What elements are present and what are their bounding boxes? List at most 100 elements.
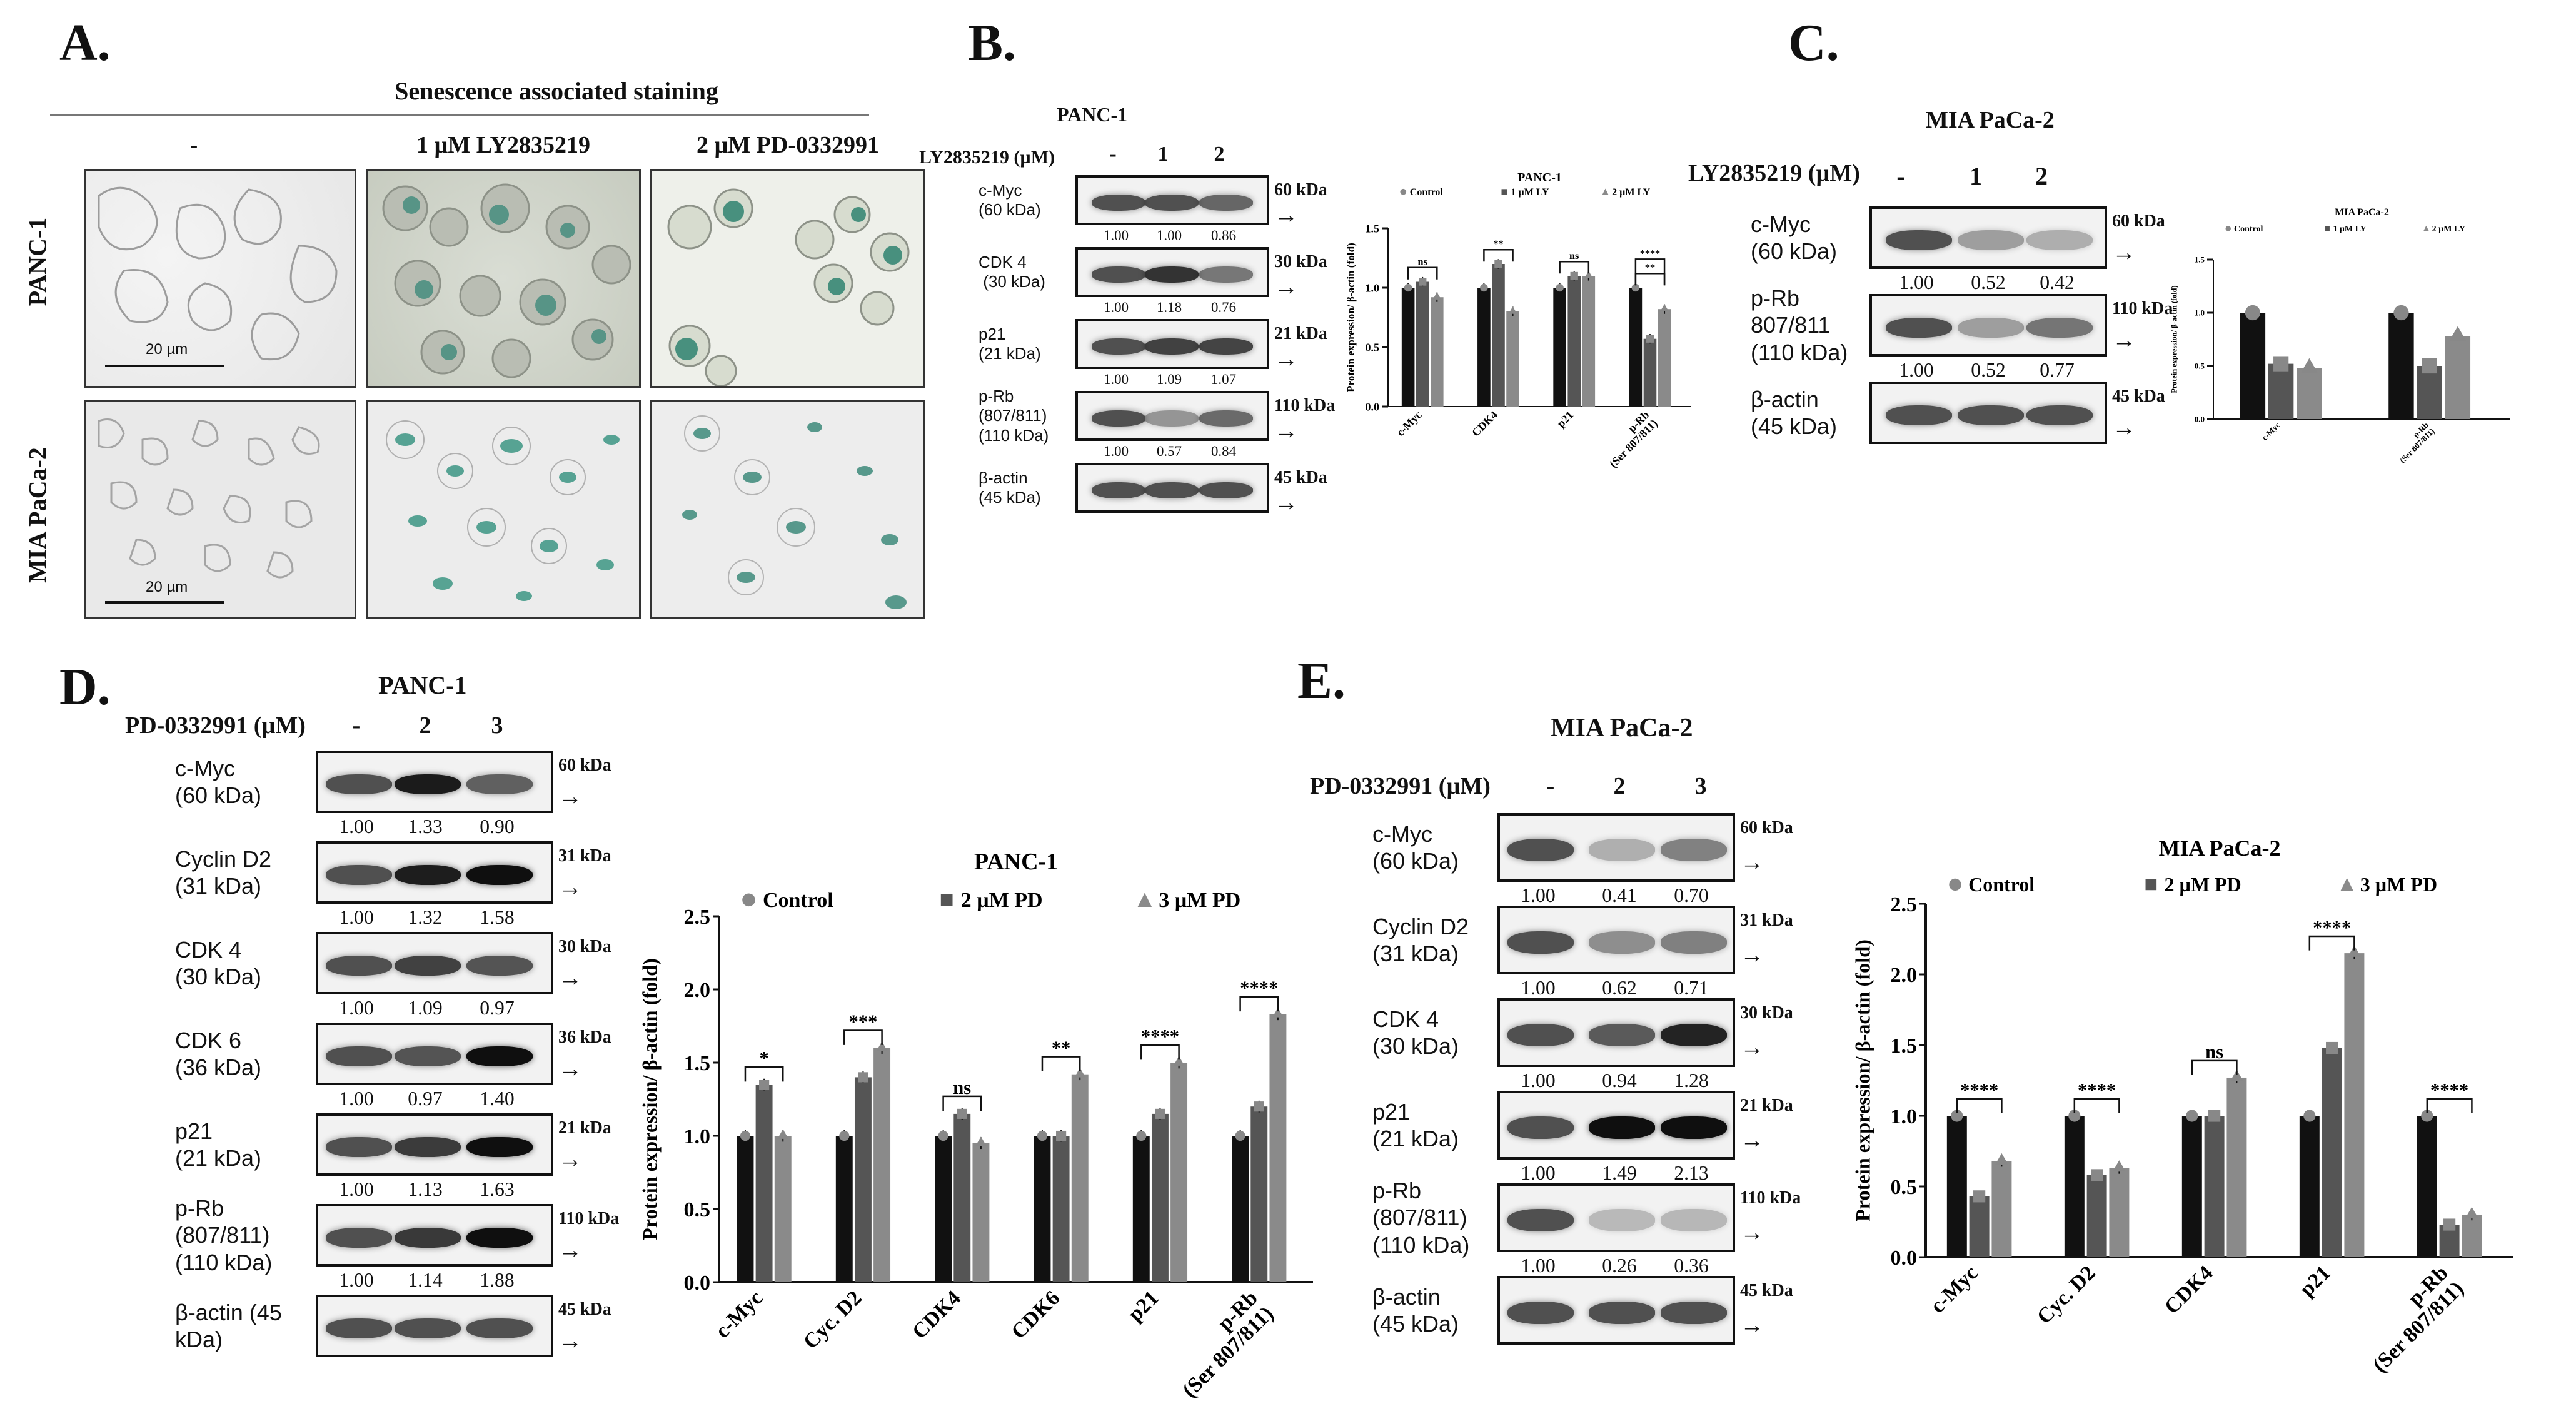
blot-band bbox=[1886, 318, 1952, 338]
blot-arrow-icon: → bbox=[2112, 415, 2136, 441]
panel-label-d: D. bbox=[59, 658, 111, 716]
legend-label: 3 µM PD bbox=[2360, 873, 2437, 896]
blot-protein-label: p-Rb (807/811) (110 kDa) bbox=[979, 387, 1049, 445]
bar bbox=[2322, 1048, 2342, 1257]
blot-quantification: 1.28 bbox=[1674, 1070, 1709, 1091]
blot-band bbox=[1507, 1209, 1574, 1231]
blot-band bbox=[1886, 230, 1952, 250]
x-tick-label: CDK6 bbox=[1007, 1287, 1065, 1344]
blot-membrane bbox=[316, 1204, 553, 1267]
y-tick-label: 1.5 bbox=[1891, 1034, 1918, 1058]
blot-band bbox=[1661, 1116, 1727, 1139]
blot-arrow-icon: → bbox=[1274, 346, 1298, 372]
y-tick-label: 0.0 bbox=[1891, 1247, 1918, 1270]
data-point bbox=[1570, 271, 1578, 280]
cell-outlines bbox=[98, 186, 338, 361]
micrograph-mia-ly bbox=[366, 400, 641, 619]
y-tick-label: 0.5 bbox=[2195, 362, 2205, 371]
blot-membrane bbox=[316, 1113, 553, 1176]
blot-band bbox=[1507, 1024, 1574, 1046]
blot-quantification: 0.77 bbox=[2040, 359, 2075, 381]
panel-e-cell-line: MIA PaCa-2 bbox=[1551, 714, 1693, 742]
blot-protein-label: β-actin (45 kDa) bbox=[1372, 1283, 1459, 1337]
data-point bbox=[2443, 1218, 2456, 1231]
data-point bbox=[2303, 1110, 2316, 1122]
significance-bracket bbox=[843, 1029, 883, 1045]
blot-quantification: 1.40 bbox=[480, 1088, 515, 1110]
x-tick-label-line: CDK4 bbox=[2160, 1262, 2218, 1319]
y-tick-label: 2.0 bbox=[684, 979, 711, 1002]
blot-band bbox=[395, 1137, 461, 1157]
blot-protein-label: Cyclin D2 (31 kDa) bbox=[1372, 913, 1469, 966]
blot-protein-label: CDK 4 (30 kDa) bbox=[175, 936, 262, 989]
legend-marker-triangle bbox=[2423, 225, 2430, 231]
x-tick-label-line: p21 bbox=[1554, 408, 1576, 430]
blot-membrane bbox=[1497, 1183, 1735, 1252]
blot-band bbox=[1199, 338, 1254, 355]
blot-quantification: 1.00 bbox=[339, 1269, 374, 1291]
panel-b-treatment: LY2835219 (µM) bbox=[919, 147, 1055, 168]
significance-label: ** bbox=[1052, 1038, 1071, 1059]
blot-kda-marker: 45 kDa bbox=[2112, 387, 2165, 406]
bar bbox=[755, 1085, 773, 1282]
blot-protein-label: p21 (21 kDa) bbox=[979, 324, 1041, 363]
blot-membrane bbox=[316, 1295, 553, 1357]
blot-band bbox=[1199, 266, 1254, 283]
blot-kda-marker: 21 kDa bbox=[1740, 1096, 1793, 1115]
y-tick-label: 1.0 bbox=[684, 1125, 711, 1148]
micrograph-panc1-ly bbox=[366, 169, 641, 388]
blot-quantification: 0.36 bbox=[1674, 1255, 1709, 1277]
data-point bbox=[2186, 1110, 2198, 1122]
legend-marker-circle bbox=[1400, 188, 1407, 195]
blot-band bbox=[1091, 410, 1146, 427]
bar bbox=[1170, 1063, 1188, 1282]
legend-marker-triangle bbox=[1137, 893, 1152, 907]
legend-label: 2 µM PD bbox=[2164, 873, 2241, 896]
blot-quantification: 1.00 bbox=[1521, 1162, 1556, 1184]
blot-protein-label: c-Myc (60 kDa) bbox=[175, 755, 262, 808]
data-point bbox=[1951, 1110, 1963, 1122]
significance-label: ** bbox=[1493, 238, 1503, 250]
data-point bbox=[2112, 1160, 2126, 1172]
blot-arrow-icon: → bbox=[1274, 202, 1298, 228]
panel-label-a: A. bbox=[59, 14, 111, 72]
blot-quantification: 1.18 bbox=[1156, 300, 1182, 315]
blot-protein-label: β-actin (45 kDa) bbox=[1751, 386, 1838, 439]
data-point bbox=[2230, 1070, 2243, 1081]
y-tick-label: 1.5 bbox=[2195, 255, 2205, 265]
legend-marker-circle bbox=[2225, 226, 2231, 231]
significance-bracket bbox=[2308, 935, 2355, 951]
significance-label: **** bbox=[2313, 917, 2351, 938]
scale-bar bbox=[105, 601, 224, 604]
panel-e-treatment: PD-0332991 (µM) bbox=[1310, 773, 1491, 799]
blot-band bbox=[466, 1228, 533, 1248]
legend-label: 3 µM PD bbox=[1159, 889, 1240, 912]
blot-quantification: 0.26 bbox=[1602, 1255, 1637, 1277]
blot-membrane bbox=[1075, 319, 1269, 369]
data-point bbox=[1584, 270, 1593, 278]
significance-label: * bbox=[759, 1048, 768, 1069]
data-point bbox=[957, 1108, 967, 1119]
scale-bar bbox=[105, 365, 224, 367]
chart-title: MIA PaCa-2 bbox=[2335, 207, 2389, 218]
blot-band bbox=[1589, 1116, 1655, 1139]
significance-label: ns bbox=[953, 1077, 971, 1098]
significance-bracket bbox=[942, 1095, 982, 1111]
blot-kda-marker: 60 kDa bbox=[558, 756, 611, 775]
blot-quantification: 2.13 bbox=[1674, 1162, 1709, 1184]
bar bbox=[2388, 313, 2414, 419]
y-tick-label: 1.5 bbox=[684, 1052, 711, 1075]
blot-quantification: 1.00 bbox=[1899, 359, 1934, 381]
blot-band bbox=[466, 774, 533, 794]
blot-quantification: 1.09 bbox=[1156, 372, 1182, 387]
bar bbox=[2226, 1077, 2247, 1257]
data-point bbox=[1272, 1008, 1284, 1018]
legend-marker-triangle bbox=[2340, 877, 2354, 891]
blot-band bbox=[1661, 931, 1727, 954]
blot-band bbox=[395, 1046, 461, 1066]
data-point bbox=[1419, 278, 1427, 286]
blot-band bbox=[326, 1318, 392, 1338]
blot-membrane bbox=[1497, 998, 1735, 1067]
blot-quantification: 1.00 bbox=[339, 906, 374, 928]
blot-protein-label: p21 (21 kDa) bbox=[1372, 1098, 1459, 1151]
